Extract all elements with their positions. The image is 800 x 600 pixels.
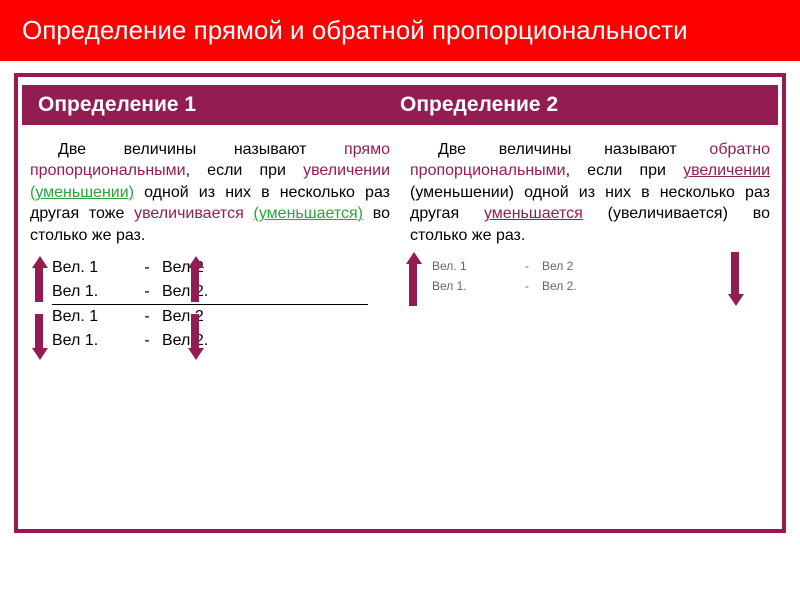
- definitions-header: Определение 1 Определение 2: [22, 85, 778, 125]
- arrow-up-icon: [188, 256, 202, 302]
- text-increase: увеличении: [683, 162, 770, 179]
- quantity-2: Вел 2: [542, 259, 622, 273]
- relation-row: Вел. 1 - Вел 2: [52, 256, 368, 280]
- text-run: [244, 205, 254, 222]
- quantity-1: Вел 1.: [432, 279, 512, 293]
- content-frame: Определение 1 Определение 2 Две величины…: [14, 73, 786, 533]
- arrow-down-icon: [188, 314, 202, 360]
- quantity-1: Вел. 1: [52, 259, 132, 277]
- definition-2-label: Определение 2: [400, 93, 762, 117]
- direct-relation-table: Вел. 1 - Вел 2 Вел 1. - Вел 2. Вел. 1 - …: [30, 256, 390, 353]
- quantity-2: Вел 2.: [162, 283, 242, 301]
- definition-1-text: Две величины называют прямо пропорционал…: [30, 139, 390, 247]
- arrow-up-icon: [32, 256, 46, 302]
- quantity-2: Вел 2: [162, 308, 242, 326]
- text-decreases: уменьшается: [484, 205, 583, 222]
- relation-row: Вел 1. - Вел 2.: [52, 280, 368, 305]
- quantity-1: Вел. 1: [52, 308, 132, 326]
- text-run: , если при: [186, 162, 303, 179]
- text-decreases-paren: (уменьшается): [254, 205, 363, 222]
- text-run: , если при: [566, 162, 683, 179]
- definition-2-column: Две величины называют обратно пропорцион…: [410, 139, 770, 354]
- relation-row: Вел. 1 - Вел 2: [52, 305, 368, 329]
- slide-title: Определение прямой и обратной пропорцион…: [0, 0, 800, 61]
- quantity-1: Вел. 1: [432, 259, 512, 273]
- text-increases: увеличивается: [134, 205, 244, 222]
- arrow-up-icon: [406, 252, 420, 306]
- definition-1-label: Определение 1: [38, 93, 400, 117]
- definition-2-text: Две величины называют обратно пропорцион…: [410, 139, 770, 247]
- text-run: Две величины называют: [438, 141, 709, 158]
- arrow-down-icon: [728, 252, 742, 306]
- inverse-relation-table: Вел. 1 - Вел 2 Вел 1. - Вел 2.: [410, 256, 770, 296]
- quantity-1: Вел 1.: [52, 283, 132, 301]
- quantity-1: Вел 1.: [52, 332, 132, 350]
- text-increase: увеличении: [303, 162, 390, 179]
- dash: -: [512, 279, 542, 293]
- definitions-columns: Две величины называют прямо пропорционал…: [30, 139, 770, 354]
- dash: -: [132, 259, 162, 277]
- dash: -: [132, 308, 162, 326]
- relation-row: Вел. 1 - Вел 2: [432, 256, 748, 276]
- dash: -: [512, 259, 542, 273]
- definition-1-column: Две величины называют прямо пропорционал…: [30, 139, 390, 354]
- dash: -: [132, 332, 162, 350]
- dash: -: [132, 283, 162, 301]
- quantity-2: Вел 2.: [542, 279, 622, 293]
- text-decrease-paren: (уменьшении): [30, 184, 134, 201]
- relation-row: Вел 1. - Вел 2.: [432, 276, 748, 296]
- arrow-down-icon: [32, 314, 46, 360]
- text-run: Две величины называют: [58, 141, 344, 158]
- relation-row: Вел 1. - Вел 2.: [52, 329, 368, 353]
